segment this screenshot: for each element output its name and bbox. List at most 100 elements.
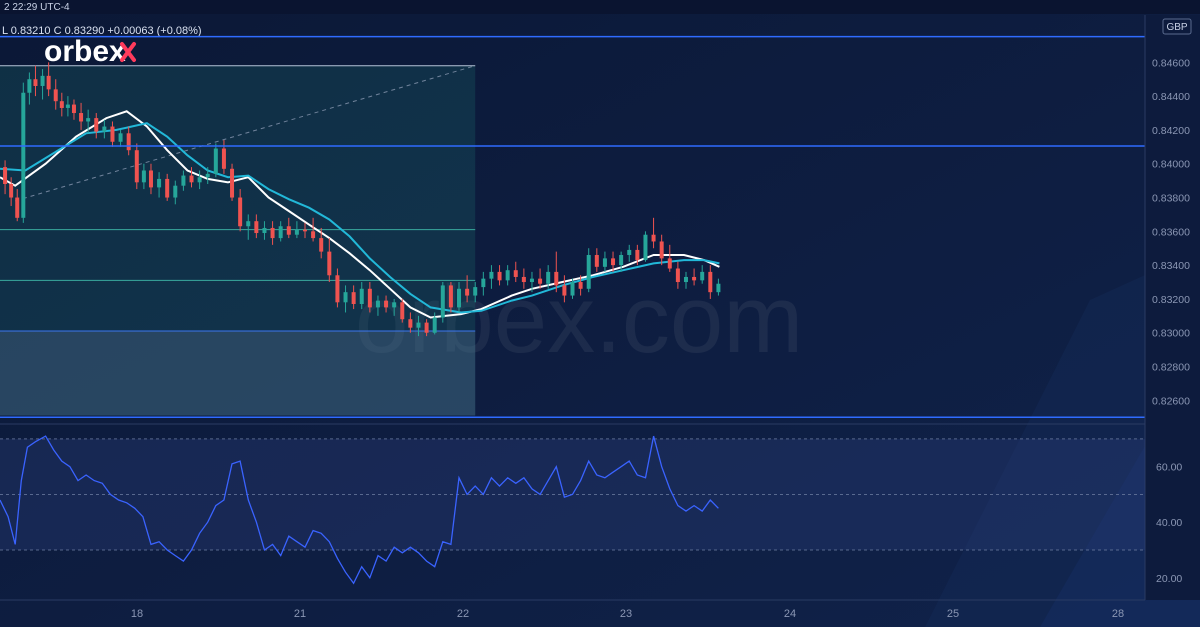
candle-body: [392, 302, 397, 308]
price-tick-label: 0.83200: [1152, 294, 1190, 306]
candle-body: [27, 79, 32, 93]
candle-body: [465, 288, 470, 296]
sma_slow-line: [0, 122, 720, 314]
candle-body: [513, 270, 518, 277]
candle-body: [570, 282, 575, 296]
candle-body: [262, 227, 267, 234]
candle-body: [173, 185, 178, 198]
price-axis-bg: [1145, 15, 1200, 600]
logo-text: orbex: [44, 35, 126, 68]
candle-body: [497, 271, 502, 281]
price-tick-label: 0.84400: [1152, 91, 1190, 103]
candle-body: [611, 258, 616, 266]
candle-body: [79, 113, 84, 122]
candle-body: [197, 177, 202, 183]
candle-body: [635, 249, 640, 261]
candle-body: [86, 118, 91, 122]
candle-body: [602, 258, 607, 267]
candles: [3, 62, 721, 337]
candle-body: [110, 126, 115, 142]
candle-body: [489, 271, 494, 279]
candle-body: [59, 101, 64, 108]
candle-body: [683, 276, 688, 283]
candle-body: [521, 276, 526, 283]
candle-body: [205, 173, 210, 178]
candle-body: [134, 150, 139, 183]
candle-body: [692, 276, 697, 281]
time-tick-label: 23: [620, 608, 632, 620]
currency-badge-box[interactable]: [1162, 18, 1192, 35]
price-tick-label: 0.82800: [1152, 362, 1190, 374]
candle-body: [562, 285, 567, 296]
candle-body: [432, 317, 437, 333]
candle-body: [270, 227, 275, 239]
candle-body: [335, 275, 340, 303]
candle-body: [384, 300, 389, 308]
candle-body: [375, 300, 380, 308]
candle-body: [586, 254, 591, 289]
rsi-pane: 60.00 40.00 20.00: [0, 435, 1182, 585]
price-tick-label: 0.83400: [1152, 260, 1190, 272]
candle-body: [102, 126, 107, 132]
candle-body: [667, 258, 672, 269]
candle-body: [46, 75, 51, 90]
candle-body: [213, 148, 218, 174]
candle-body: [457, 288, 462, 308]
candle-body: [327, 251, 332, 276]
candle-body: [302, 229, 307, 232]
candle-body: [148, 170, 153, 188]
candle-body: [181, 175, 186, 186]
time-axis-ticks: 18 21 22 23 24 25 28: [131, 608, 1124, 620]
candle-body: [126, 133, 131, 151]
rsi-line: [0, 435, 719, 585]
price-tick-label: 0.84200: [1152, 125, 1190, 137]
candle-body: [440, 285, 445, 318]
price-tick-label: 0.82600: [1152, 395, 1190, 407]
candle-body: [367, 288, 372, 308]
time-tick-label: 25: [947, 608, 959, 620]
candle-body: [141, 170, 146, 183]
rsi-tick-label: 60.00: [1156, 462, 1182, 474]
candle-body: [9, 184, 14, 198]
fib-zone-lower: [0, 331, 476, 416]
ohlc-readout: L 0.83210 C 0.83290 +0.00063 (+0.08%): [2, 25, 202, 37]
price-tick-label: 0.83000: [1152, 328, 1190, 340]
price-tick-label: 0.83800: [1152, 193, 1190, 205]
candle-body: [165, 178, 170, 198]
header-timestamp: 2 22:29 UTC-4: [4, 2, 70, 13]
candle-body: [286, 226, 291, 235]
candle-body: [351, 292, 356, 305]
candle-body: [416, 322, 421, 328]
candle-body: [643, 234, 648, 261]
candle-body: [675, 268, 680, 283]
candle-body: [246, 221, 251, 227]
logo-x-mark: [120, 42, 136, 62]
currency-badge: GBP: [1166, 22, 1187, 33]
candle-body: [157, 178, 162, 188]
candle-body: [359, 288, 364, 305]
price-tick-label: 0.84600: [1152, 57, 1190, 69]
candle-body: [448, 285, 453, 308]
candle-body: [94, 118, 99, 132]
candle-body: [505, 270, 510, 281]
candle-body: [118, 133, 123, 142]
rsi-tick-label: 20.00: [1156, 573, 1182, 585]
candle-body: [594, 254, 599, 267]
candle-body: [189, 175, 194, 183]
candle-body: [65, 104, 70, 108]
time-tick-label: 28: [1112, 608, 1124, 620]
candle-body: [278, 226, 283, 239]
candle-body: [400, 302, 405, 320]
orbex-logo: orbex: [44, 35, 136, 68]
candle-body: [708, 271, 713, 293]
candle-body: [40, 75, 45, 86]
candle-body: [473, 287, 478, 296]
candle-body: [230, 168, 235, 198]
candle-body: [15, 197, 20, 218]
rsi-tick-label: 40.00: [1156, 517, 1182, 529]
candle-body: [627, 249, 632, 255]
candle-body: [408, 319, 413, 328]
candle-body: [53, 89, 58, 102]
candle-body: [254, 221, 259, 234]
